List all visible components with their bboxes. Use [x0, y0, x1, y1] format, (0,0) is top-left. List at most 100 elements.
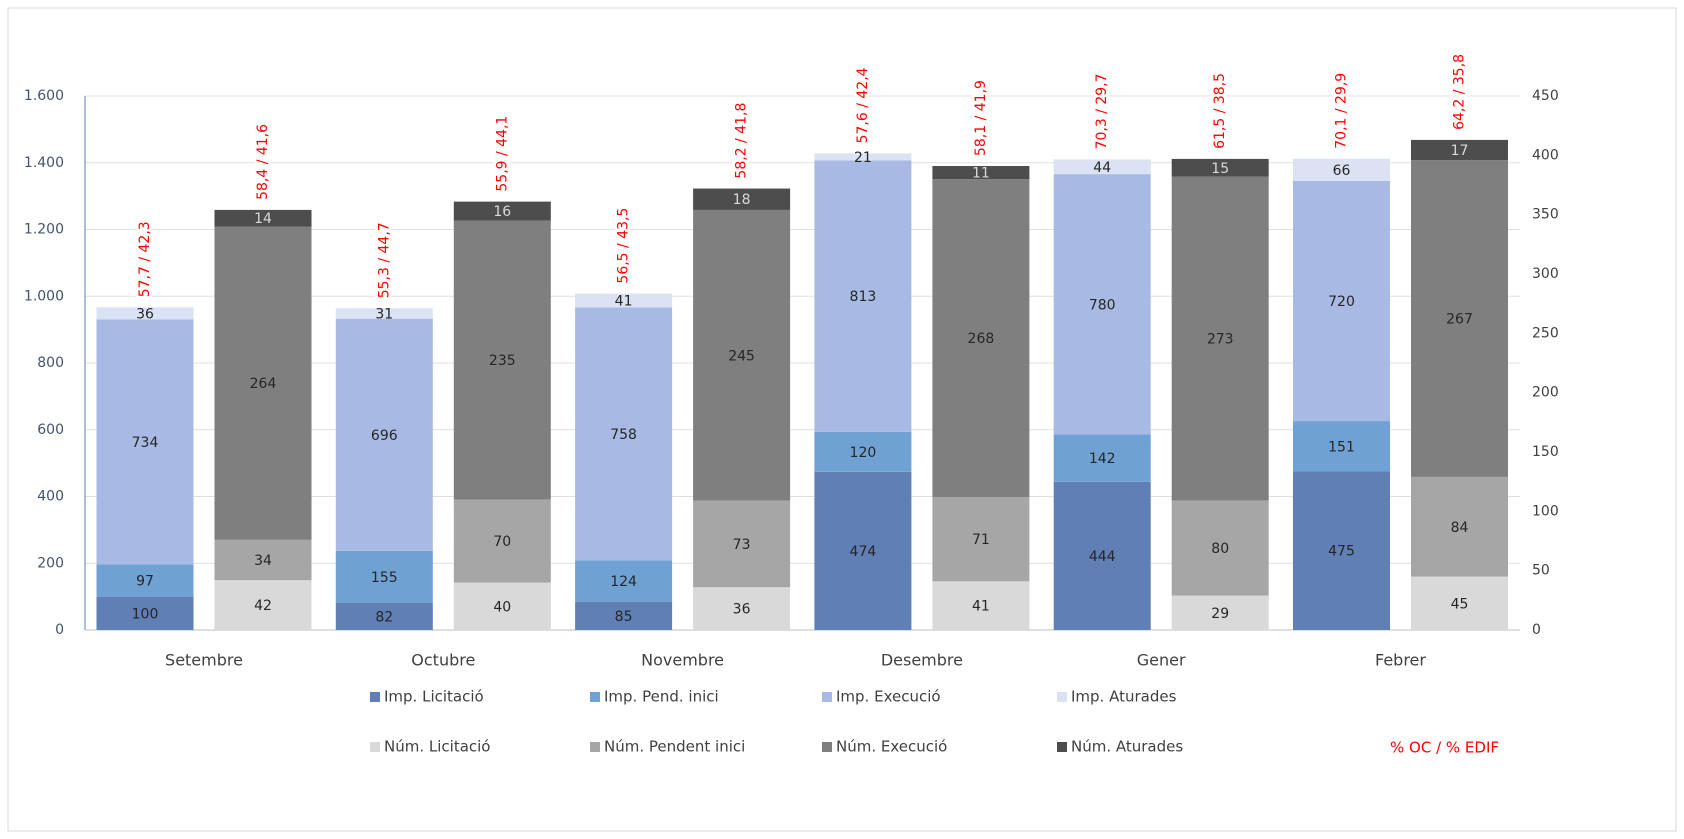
- value-label: 36: [733, 602, 751, 618]
- value-label: 444: [1089, 549, 1116, 565]
- y2-tick-label: 450: [1532, 88, 1559, 104]
- value-label: 151: [1328, 439, 1355, 455]
- bar-segment: [1293, 158, 1390, 181]
- bar-segment: [96, 564, 194, 597]
- value-label: 245: [728, 348, 755, 364]
- y-tick-label: 600: [37, 422, 64, 438]
- y2-tick-label: 400: [1532, 147, 1559, 163]
- value-label: 14: [254, 211, 272, 227]
- legend-swatch: [1057, 742, 1067, 752]
- chart-frame: [7, 7, 1677, 832]
- value-label: 142: [1089, 451, 1116, 467]
- value-label: 36: [136, 306, 154, 322]
- y-tick-label: 0: [55, 622, 64, 638]
- y-tick-label: 200: [37, 555, 64, 571]
- y2-tick-label: 150: [1532, 444, 1559, 460]
- bar-segment: [1053, 159, 1151, 175]
- bar-segment: [1411, 139, 1508, 161]
- value-label: 73: [733, 537, 751, 553]
- bar-segment: [453, 499, 551, 583]
- value-label: 235: [489, 353, 516, 369]
- y2-tick-label: 0: [1532, 622, 1541, 638]
- value-label: 45: [1451, 596, 1469, 612]
- value-label: 15: [1211, 161, 1229, 177]
- value-label: 80: [1211, 541, 1229, 557]
- bar-segment: [932, 497, 1030, 582]
- y2-tick-label: 200: [1532, 385, 1559, 401]
- bar-segment: [932, 581, 1030, 630]
- value-label: 474: [850, 544, 877, 560]
- value-label: 21: [854, 150, 872, 166]
- y2-tick-label: 50: [1532, 563, 1550, 579]
- value-label: 813: [850, 289, 877, 305]
- bar-segment: [96, 319, 194, 565]
- value-label: 696: [371, 428, 398, 444]
- annotation: 61,5 / 38,5: [1212, 73, 1228, 149]
- value-label: 273: [1207, 332, 1234, 348]
- value-label: 71: [972, 532, 990, 548]
- value-label: 124: [610, 574, 637, 590]
- annotation-legend: % OC / % EDIF: [1390, 739, 1499, 757]
- bar-segment: [693, 188, 791, 210]
- y2-tick-label: 250: [1532, 325, 1559, 341]
- bar-segment: [453, 582, 551, 630]
- bar-segment: [335, 550, 433, 603]
- legend-label: Imp. Licitació: [384, 688, 484, 706]
- value-label: 41: [615, 293, 633, 309]
- bar-segment: [96, 596, 194, 630]
- bar-segment: [214, 539, 312, 581]
- bar-segment: [575, 560, 673, 602]
- annotation: 55,9 / 44,1: [494, 116, 510, 192]
- bar-segment: [575, 601, 673, 630]
- bar-segment: [453, 220, 551, 500]
- x-tick-label: Octubre: [411, 651, 475, 670]
- bar-segment: [1171, 158, 1269, 177]
- bar-segment: [1411, 576, 1508, 630]
- bar-segment: [1411, 160, 1508, 477]
- bar-segment: [814, 431, 912, 472]
- value-label: 100: [132, 606, 159, 622]
- value-label: 84: [1451, 520, 1469, 536]
- y-tick-label: 800: [37, 355, 64, 371]
- value-label: 17: [1451, 143, 1469, 159]
- value-label: 268: [968, 331, 995, 347]
- bar-segment: [214, 580, 312, 630]
- bar-segment: [932, 179, 1030, 498]
- value-label: 42: [254, 598, 272, 614]
- bar-segment: [1293, 180, 1390, 422]
- bar-segment: [1293, 421, 1390, 472]
- legend-swatch: [822, 692, 832, 702]
- y-tick-label: 1.200: [24, 222, 64, 238]
- legend-label: Imp. Execució: [836, 688, 941, 706]
- annotation: 56,5 / 43,5: [616, 208, 632, 284]
- value-label: 82: [375, 609, 393, 625]
- value-label: 16: [493, 204, 511, 220]
- annotation: 64,2 / 35,8: [1452, 54, 1468, 130]
- bar-segment: [932, 166, 1030, 180]
- bar-segment: [575, 307, 673, 561]
- annotation: 70,1 / 29,9: [1334, 73, 1350, 149]
- bar-segment: [814, 471, 912, 630]
- bar-segment: [1171, 176, 1269, 501]
- annotation: 58,2 / 41,8: [734, 103, 750, 179]
- bar-segment: [814, 153, 912, 161]
- bar-segment: [1053, 174, 1151, 435]
- annotation: 57,6 / 42,4: [855, 67, 871, 143]
- bar-segment: [1171, 595, 1269, 630]
- bar-segment: [693, 209, 791, 501]
- x-tick-label: Setembre: [165, 651, 243, 670]
- bar-segment: [1293, 471, 1390, 630]
- legend-swatch: [370, 742, 380, 752]
- legend-swatch: [590, 742, 600, 752]
- legend-label: Núm. Pendent inici: [604, 738, 745, 756]
- x-tick-label: Gener: [1137, 651, 1186, 670]
- annotation: 58,1 / 41,9: [973, 80, 989, 156]
- value-label: 70: [493, 534, 511, 550]
- bar-segment: [453, 201, 551, 221]
- bar-segment: [693, 587, 791, 630]
- legend-label: Núm. Execució: [836, 738, 947, 756]
- annotation: 55,3 / 44,7: [376, 222, 392, 298]
- legend-label: Imp. Aturades: [1071, 688, 1177, 706]
- bar-segment: [214, 226, 312, 540]
